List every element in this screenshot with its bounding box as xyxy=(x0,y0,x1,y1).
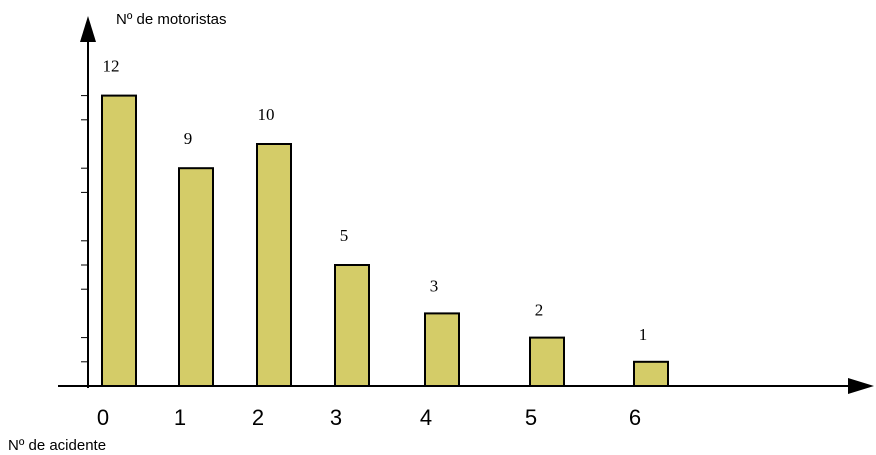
bar-2 xyxy=(256,143,292,387)
x-axis-label: Nº de acidente xyxy=(8,437,106,454)
x-tick-labels: 0 1 2 3 4 5 6 xyxy=(97,405,641,430)
data-label-4: 3 xyxy=(430,276,439,295)
bar-5 xyxy=(529,336,565,388)
x-tick-label-2: 2 xyxy=(252,405,264,430)
data-label-1: 9 xyxy=(184,129,193,148)
x-tick-label-4: 4 xyxy=(420,405,432,430)
bar-4 xyxy=(424,312,460,387)
x-tick-label-5: 5 xyxy=(525,405,537,430)
data-label-6: 1 xyxy=(639,325,648,344)
x-tick-label-1: 1 xyxy=(174,405,186,430)
data-label-0: 12 xyxy=(103,57,120,76)
y-ticks xyxy=(81,95,88,363)
bar-3 xyxy=(334,264,370,387)
y-axis-label: Nº de motoristas xyxy=(116,11,227,28)
y-axis-arrow xyxy=(80,16,96,42)
bar-6 xyxy=(633,360,669,387)
data-label-3: 5 xyxy=(340,226,349,245)
x-tick-label-0: 0 xyxy=(97,405,109,430)
x-tick-label-3: 3 xyxy=(330,405,342,430)
value-labels: 12 9 10 5 3 2 1 xyxy=(103,57,648,344)
data-label-2: 10 xyxy=(258,105,275,124)
x-tick-label-6: 6 xyxy=(629,405,641,430)
bar-1 xyxy=(178,167,214,387)
bar-0 xyxy=(101,94,137,387)
data-label-5: 2 xyxy=(535,301,544,320)
x-axis-arrow xyxy=(848,378,874,394)
bars xyxy=(101,94,669,388)
